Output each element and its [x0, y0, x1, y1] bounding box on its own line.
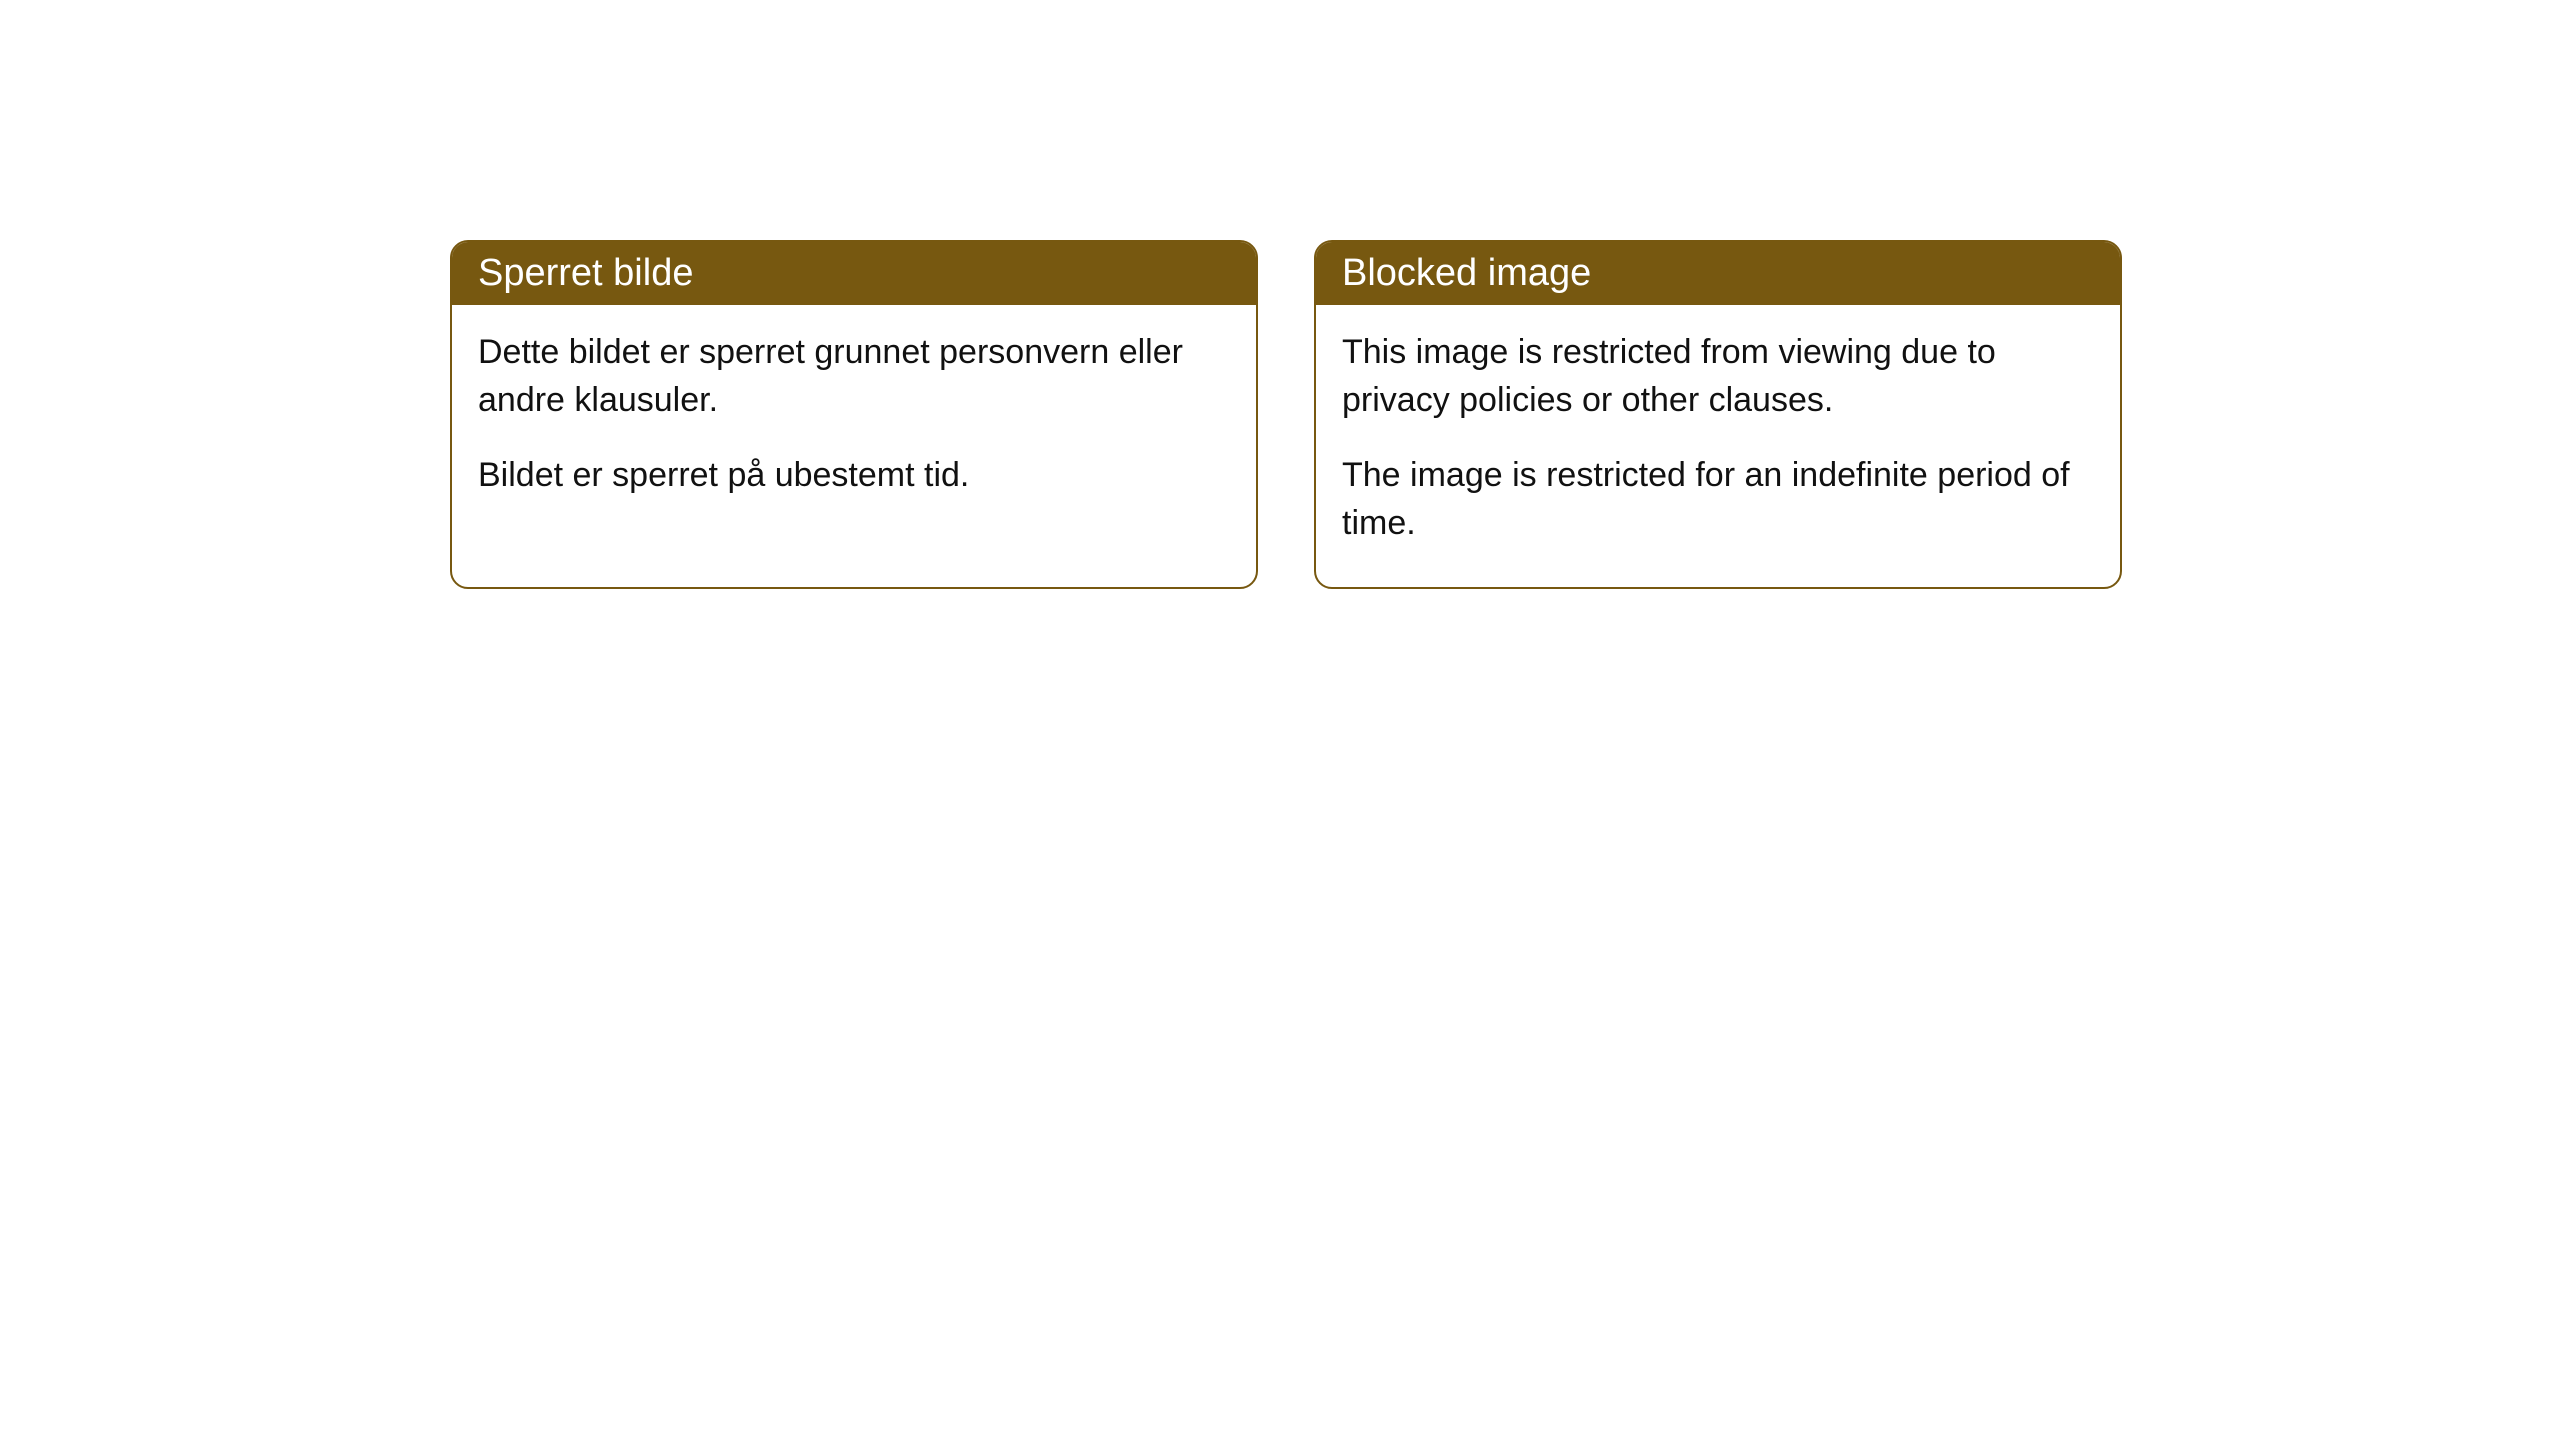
cards-container: Sperret bilde Dette bildet er sperret gr… — [450, 240, 2122, 589]
card-body-en: This image is restricted from viewing du… — [1316, 305, 2120, 587]
card-body-no: Dette bildet er sperret grunnet personve… — [452, 305, 1256, 540]
card-paragraph-2-en: The image is restricted for an indefinit… — [1342, 452, 2094, 547]
card-header-no: Sperret bilde — [452, 242, 1256, 305]
card-paragraph-2-no: Bildet er sperret på ubestemt tid. — [478, 452, 1230, 500]
blocked-image-card-no: Sperret bilde Dette bildet er sperret gr… — [450, 240, 1258, 589]
card-header-en: Blocked image — [1316, 242, 2120, 305]
card-paragraph-1-no: Dette bildet er sperret grunnet personve… — [478, 329, 1230, 424]
card-paragraph-1-en: This image is restricted from viewing du… — [1342, 329, 2094, 424]
blocked-image-card-en: Blocked image This image is restricted f… — [1314, 240, 2122, 589]
